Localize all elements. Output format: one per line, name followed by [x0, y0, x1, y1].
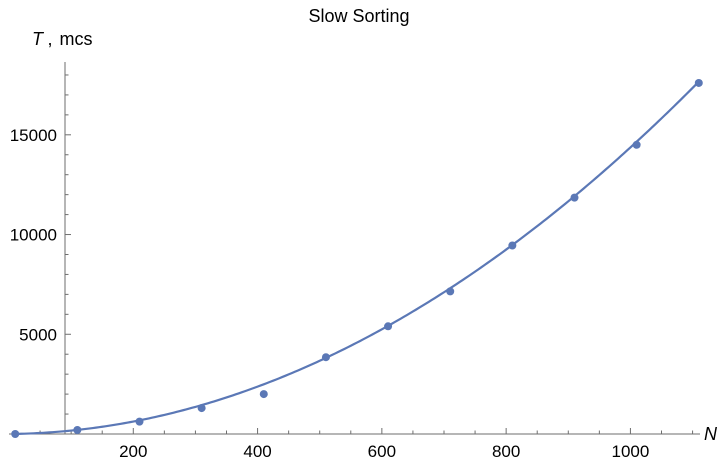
- data-point: [135, 417, 144, 426]
- data-point: [11, 430, 20, 438]
- y-tick-label: 10000: [10, 226, 57, 245]
- plot-area: [11, 78, 703, 438]
- y-axis-comma: ,: [47, 29, 57, 49]
- data-point: [384, 322, 393, 331]
- y-axis-symbol: T: [32, 29, 45, 49]
- axes: [9, 62, 700, 435]
- tick-labels: 200 400 600 800 1000 5000 10000 15000: [10, 126, 650, 461]
- data-point: [73, 426, 82, 435]
- data-point: [694, 78, 703, 87]
- fit-curve: [15, 80, 700, 436]
- data-point: [632, 140, 641, 149]
- x-tick-label: 1000: [612, 442, 650, 461]
- y-axis-unit: mcs: [59, 29, 92, 49]
- data-point: [259, 390, 268, 399]
- x-tick-label: 200: [119, 442, 147, 461]
- y-tick-label: 15000: [10, 126, 57, 145]
- x-axis-label: N: [704, 424, 718, 444]
- data-point: [570, 193, 579, 202]
- y-axis-label: T , mcs: [32, 29, 92, 49]
- data-point: [508, 241, 517, 250]
- chart-title: Slow Sorting: [308, 6, 409, 26]
- y-tick-label: 5000: [19, 325, 57, 344]
- x-tick-label: 800: [492, 442, 520, 461]
- data-point: [446, 287, 455, 296]
- ticks: [39, 74, 694, 434]
- data-point: [197, 404, 206, 413]
- x-tick-label: 600: [368, 442, 396, 461]
- data-point: [321, 353, 330, 362]
- x-tick-label: 400: [243, 442, 271, 461]
